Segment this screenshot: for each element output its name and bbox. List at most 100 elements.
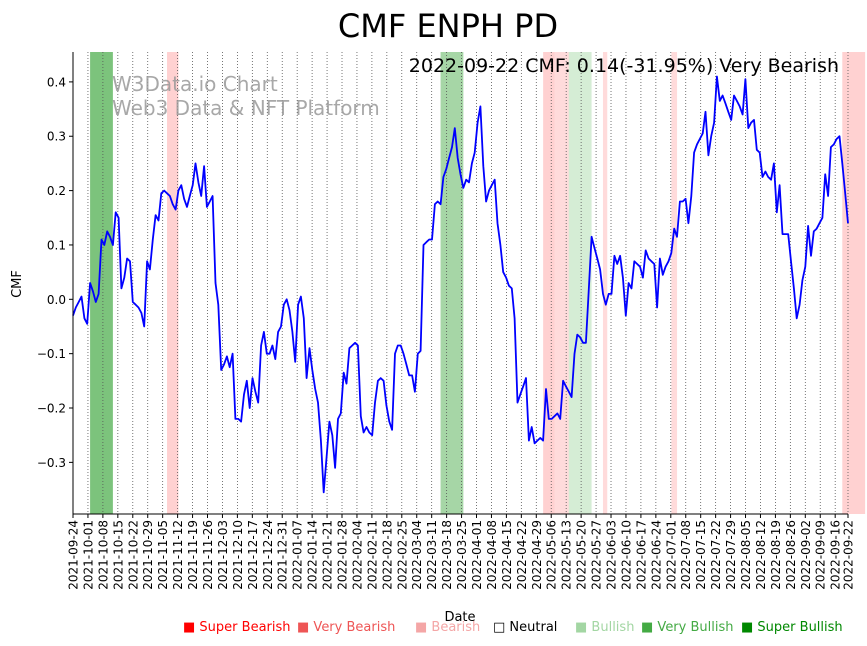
x-tick-label: 2022-08-26 <box>784 520 798 590</box>
x-tick-label: 2022-08-12 <box>754 520 768 590</box>
signal-regions <box>90 52 866 514</box>
x-tick-label: 2022-09-02 <box>799 520 813 590</box>
x-tick-label: 2022-03-25 <box>455 520 469 590</box>
legend-label: Very Bullish <box>653 620 734 635</box>
x-tick-label: 2022-04-22 <box>515 520 529 590</box>
legend-swatch-icon: ■ <box>575 620 588 635</box>
region-very-bullish-0 <box>90 52 113 514</box>
chart-title: CMF ENPH PD <box>338 7 558 45</box>
legend-item-super-bullish: ■ Super Bullish <box>741 620 843 635</box>
y-axis-ticks: −0.3 −0.2 −0.1 0.0 0.1 0.2 0.3 0.4 <box>37 75 73 470</box>
x-tick-label: 2022-04-15 <box>500 520 514 590</box>
x-tick-label: 2022-04-01 <box>470 520 484 590</box>
y-tick-label: 0.3 <box>47 130 66 144</box>
x-tick-label: 2022-08-19 <box>769 520 783 590</box>
x-tick-label: 2021-09-24 <box>67 520 81 590</box>
legend-item-very-bearish: ■ Very Bearish <box>297 620 395 635</box>
x-tick-label: 2022-05-13 <box>560 520 574 590</box>
x-tick-label: 2021-10-01 <box>81 520 95 590</box>
region-bullish-5 <box>568 52 592 514</box>
y-axis-label: CMF <box>10 270 25 298</box>
x-tick-label: 2021-12-10 <box>231 520 245 590</box>
x-tick-label: 2021-11-12 <box>171 520 185 590</box>
x-tick-label: 2022-06-03 <box>605 520 619 590</box>
x-axis-label: Date <box>444 610 475 625</box>
x-tick-label: 2022-07-29 <box>724 520 738 590</box>
x-tick-label: 2022-06-17 <box>634 520 648 590</box>
x-tick-label: 2022-05-06 <box>545 520 559 590</box>
x-tick-label: 2022-02-18 <box>380 520 394 590</box>
axes <box>72 52 848 515</box>
watermark-line: Web3 Data & NFT Platform <box>112 96 380 120</box>
y-tick-label: 0.1 <box>47 238 66 252</box>
x-tick-label: 2022-07-01 <box>664 520 678 590</box>
x-tick-label: 2022-08-05 <box>739 520 753 590</box>
x-tick-label: 2022-04-08 <box>485 520 499 590</box>
signal-legend: ■ Super Bearish ■ Very Bearish ■ Bearish □ … <box>183 620 863 640</box>
legend-swatch-icon: ■ <box>183 620 196 635</box>
legend-item-bullish: ■ Bullish <box>575 620 634 635</box>
y-tick-label: 0.4 <box>47 75 66 89</box>
x-tick-label: 2022-06-10 <box>620 520 634 590</box>
x-tick-label: 2022-07-08 <box>679 520 693 590</box>
x-tick-label: 2022-03-04 <box>410 520 424 590</box>
y-tick-label: −0.1 <box>37 347 66 361</box>
legend-swatch-icon: □ <box>493 620 506 635</box>
y-tick-label: 0.0 <box>47 293 66 307</box>
x-tick-label: 2022-03-18 <box>440 520 454 590</box>
x-tick-label: 2022-07-15 <box>694 520 708 590</box>
watermark-line: W3Data.io Chart <box>112 72 278 96</box>
x-tick-label: 2022-02-25 <box>395 520 409 590</box>
vertical-gridlines <box>72 52 849 514</box>
cmf-line <box>72 75 849 494</box>
x-tick-label: 2021-10-22 <box>126 520 140 590</box>
x-tick-label: 2021-12-03 <box>216 520 230 590</box>
legend-label: Neutral <box>505 620 558 635</box>
legend-label: Very Bearish <box>309 620 396 635</box>
y-tick-label: 0.2 <box>47 184 66 198</box>
x-tick-label: 2021-12-31 <box>276 520 290 590</box>
legend-swatch-icon: ■ <box>741 620 754 635</box>
x-tick-label: 2021-11-19 <box>186 520 200 590</box>
x-tick-label: 2021-10-15 <box>111 520 125 590</box>
x-tick-label: 2022-03-11 <box>425 520 439 590</box>
x-tick-label: 2022-01-14 <box>306 520 320 590</box>
x-tick-label: 2021-11-26 <box>201 520 215 590</box>
legend-item-super-bearish: ■ Super Bearish <box>183 620 291 635</box>
legend-item-neutral: □ Neutral <box>493 620 557 635</box>
region-bearish-7 <box>671 52 678 514</box>
region-very-bearish-8 <box>842 52 866 514</box>
x-tick-label: 2022-09-09 <box>814 520 828 590</box>
x-tick-label: 2021-11-05 <box>156 520 170 590</box>
x-tick-label: 2022-01-28 <box>336 520 350 590</box>
x-tick-label: 2022-07-22 <box>709 520 723 590</box>
y-tick-label: −0.3 <box>37 456 66 470</box>
legend-label: Super Bearish <box>195 620 291 635</box>
x-tick-label: 2021-12-17 <box>246 520 260 590</box>
x-tick-label: 2022-04-29 <box>530 520 544 590</box>
x-tick-label: 2022-02-04 <box>351 520 365 590</box>
x-tick-label: 2021-10-29 <box>141 520 155 590</box>
region-bearish-6 <box>602 52 608 514</box>
x-tick-label: 2021-12-24 <box>261 520 275 590</box>
legend-swatch-icon: ■ <box>297 620 310 635</box>
legend-swatch-icon: ■ <box>641 620 654 635</box>
legend-label: Super Bullish <box>753 620 843 635</box>
region-very-bearish-4 <box>554 52 569 514</box>
y-tick-label: −0.2 <box>37 402 66 416</box>
legend-item-very-bullish: ■ Very Bullish <box>641 620 734 635</box>
region-bullish-2 <box>440 52 464 514</box>
legend-label: Bullish <box>587 620 635 635</box>
latest-value-annotation: 2022-09-22 CMF: 0.14(-31.95%) Very Beari… <box>409 55 839 77</box>
x-axis-ticks: 2021-09-24 2021-10-01 2021-10-08 2021-10-15… <box>67 514 856 590</box>
x-tick-label: 2021-10-08 <box>96 520 110 590</box>
x-tick-label: 2022-09-22 <box>842 520 856 590</box>
cmf-series <box>72 75 849 494</box>
x-tick-label: 2022-01-21 <box>321 520 335 590</box>
region-bearish-3 <box>543 52 555 514</box>
legend-label: Bearish <box>427 620 481 635</box>
x-tick-label: 2022-01-07 <box>291 520 305 590</box>
x-tick-label: 2022-06-24 <box>649 520 663 590</box>
